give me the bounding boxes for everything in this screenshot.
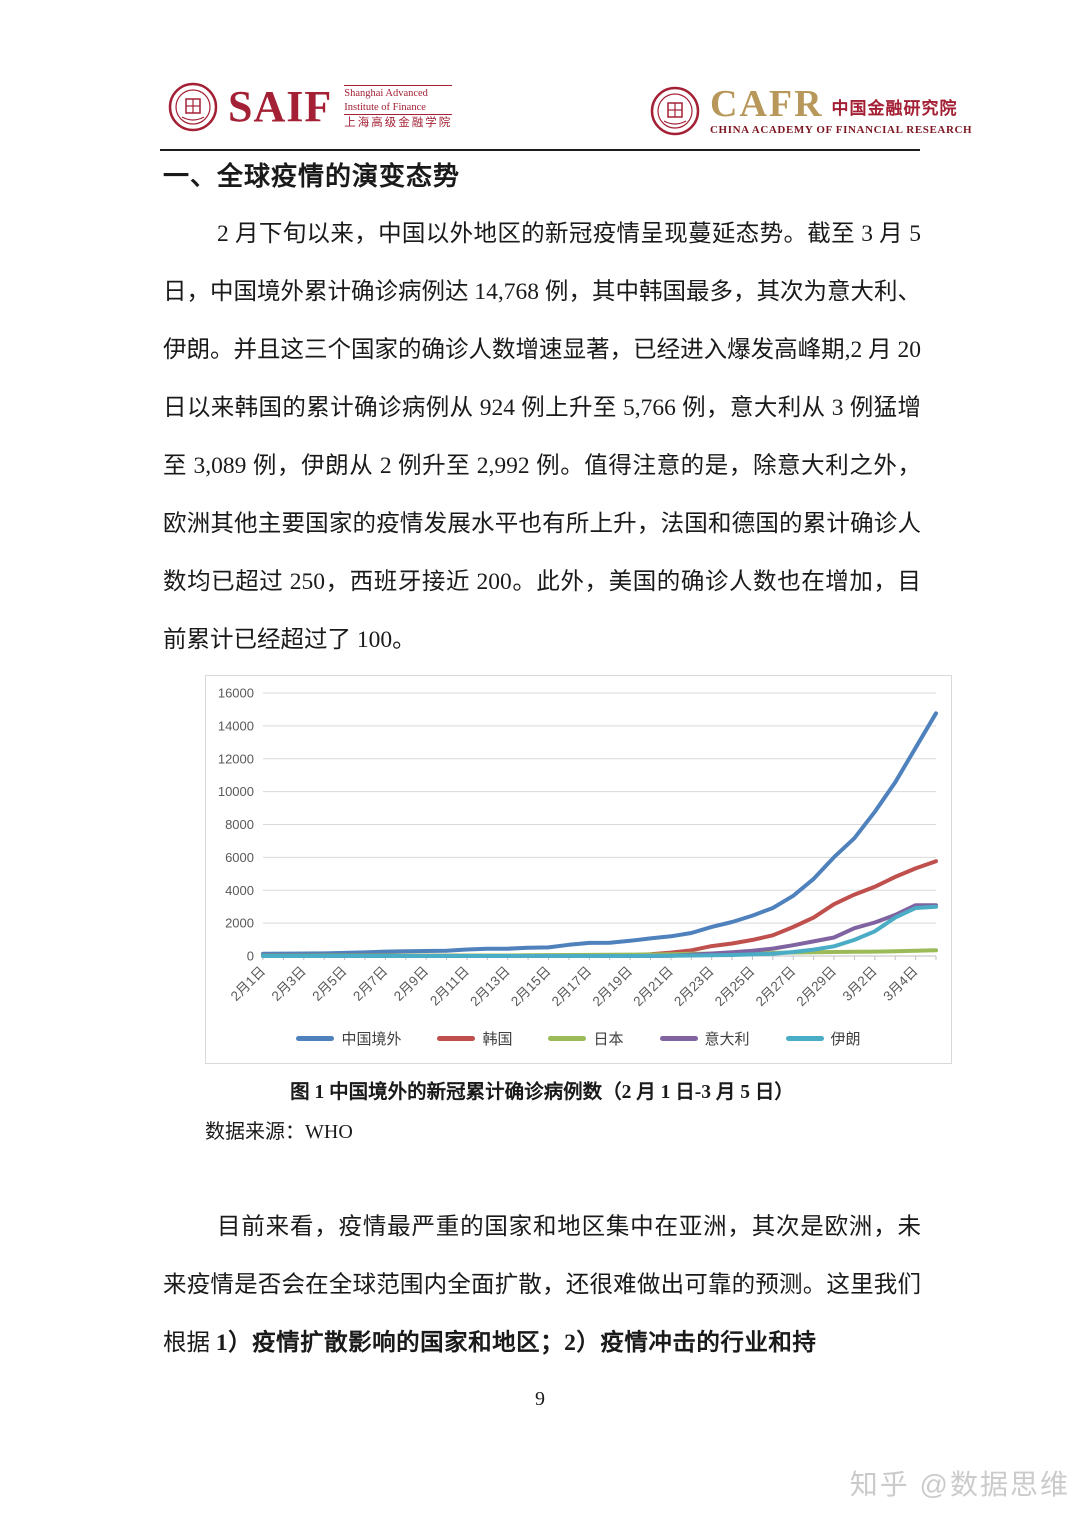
- svg-text:10000: 10000: [218, 784, 254, 799]
- svg-text:2月9日: 2月9日: [391, 964, 431, 1004]
- legend-label: 伊朗: [830, 1032, 861, 1048]
- saif-logo: SAIF Shanghai Advanced Institute of Fina…: [168, 82, 453, 132]
- figure-source: 数据来源：WHO: [205, 1121, 353, 1143]
- legend-line-swatch: [785, 1036, 824, 1041]
- legend-item: 意大利: [659, 1028, 750, 1049]
- svg-text:16000: 16000: [218, 686, 254, 701]
- svg-text:3月4日: 3月4日: [880, 964, 920, 1004]
- legend-label: 意大利: [704, 1032, 750, 1048]
- cafr-acronym: CAFR: [710, 82, 824, 125]
- header-divider: [160, 149, 920, 151]
- legend-line-swatch: [659, 1036, 698, 1041]
- svg-text:2月11日: 2月11日: [427, 964, 472, 1009]
- saif-acronym: SAIF: [228, 82, 333, 131]
- svg-text:4000: 4000: [225, 883, 254, 898]
- page-content: 一、全球疫情的演变态势 2 月下旬以来，中国以外地区的新冠疫情呈现蔓延态势。截至…: [163, 161, 952, 1372]
- saif-en-line2: Institute of Finance: [344, 101, 426, 113]
- line-chart: 0 2000 4000 6000 8000 10000 12000 14000 16000 2月1…: [218, 686, 938, 1010]
- svg-text:2月25日: 2月25日: [712, 964, 758, 1010]
- paragraph-1: 2 月下旬以来，中国以外地区的新冠疫情呈现蔓延态势。截至 3 月 5 日，中国境…: [163, 221, 921, 653]
- legend-label: 日本: [593, 1032, 624, 1048]
- svg-text:12000: 12000: [218, 751, 254, 766]
- svg-text:2月7日: 2月7日: [350, 964, 390, 1004]
- svg-text:2月19日: 2月19日: [590, 964, 636, 1010]
- svg-text:14000: 14000: [218, 718, 254, 733]
- svg-text:2月3日: 2月3日: [269, 964, 309, 1004]
- page-number: 9: [535, 1388, 545, 1410]
- svg-text:2月5日: 2月5日: [309, 964, 349, 1004]
- figure-caption: 图 1 中国境外的新冠累计确诊病例数（2 月 1 日-3 月 5 日）: [290, 1082, 794, 1103]
- saif-name-block: Shanghai Advanced Institute of Finance 上…: [344, 84, 453, 130]
- saif-seal-icon: [168, 82, 218, 132]
- legend-line-swatch: [437, 1036, 476, 1041]
- legend-item: 韩国: [437, 1028, 512, 1049]
- svg-text:2月17日: 2月17日: [549, 964, 595, 1010]
- figure-1-chart: 0 2000 4000 6000 8000 10000 12000 14000 16000 2月1…: [205, 675, 952, 1064]
- cafr-name-block: CAFR 中国金融研究院 CHINA ACADEMY OF FINANCIAL …: [710, 82, 973, 136]
- svg-text:8000: 8000: [225, 817, 254, 832]
- svg-text:0: 0: [247, 949, 254, 964]
- chart-legend: 中国境外 韩国 日本 意大利 伊朗: [206, 1028, 951, 1063]
- legend-line-swatch: [296, 1036, 335, 1041]
- legend-item: 伊朗: [785, 1028, 861, 1049]
- saif-en-line1: Shanghai Advanced: [344, 84, 453, 101]
- legend-line-swatch: [548, 1036, 587, 1041]
- legend-item: 中国境外: [296, 1028, 401, 1049]
- svg-text:2000: 2000: [225, 916, 254, 931]
- svg-text:2月23日: 2月23日: [671, 964, 717, 1010]
- svg-text:2月13日: 2月13日: [467, 964, 513, 1010]
- paragraph-2-text: 目前来看，疫情最严重的国家和地区集中在亚洲，其次是欧洲，未来疫情是否会在全球范围…: [163, 1214, 921, 1356]
- saif-cn-name: 上海高级金融学院: [344, 113, 453, 130]
- cafr-logo: CAFR 中国金融研究院 CHINA ACADEMY OF FINANCIAL …: [650, 82, 973, 136]
- svg-text:3月2日: 3月2日: [840, 964, 880, 1004]
- svg-text:2月15日: 2月15日: [508, 964, 554, 1010]
- legend-label: 中国境外: [341, 1032, 402, 1048]
- watermark: 知乎 @数据思维: [849, 1469, 1070, 1500]
- paragraph-2-bold: 1）疫情扩散影响的国家和地区；2）疫情冲击的行业和持: [215, 1330, 817, 1356]
- legend-label: 韩国: [482, 1032, 513, 1048]
- svg-text:2月21日: 2月21日: [630, 964, 676, 1010]
- paragraph-2: 目前来看，疫情最严重的国家和地区集中在亚洲，其次是欧洲，未来疫情是否会在全球范围…: [163, 1198, 921, 1372]
- cafr-seal-icon: [650, 86, 700, 136]
- cafr-cn-name: 中国金融研究院: [831, 98, 958, 118]
- svg-text:6000: 6000: [225, 850, 254, 865]
- svg-text:2月1日: 2月1日: [228, 964, 268, 1004]
- cafr-en-name: CHINA ACADEMY OF FINANCIAL RESEARCH: [710, 123, 973, 136]
- svg-text:2月29日: 2月29日: [794, 964, 840, 1010]
- section-heading: 一、全球疫情的演变态势: [163, 162, 461, 191]
- legend-item: 日本: [548, 1028, 624, 1049]
- svg-text:2月27日: 2月27日: [753, 964, 799, 1010]
